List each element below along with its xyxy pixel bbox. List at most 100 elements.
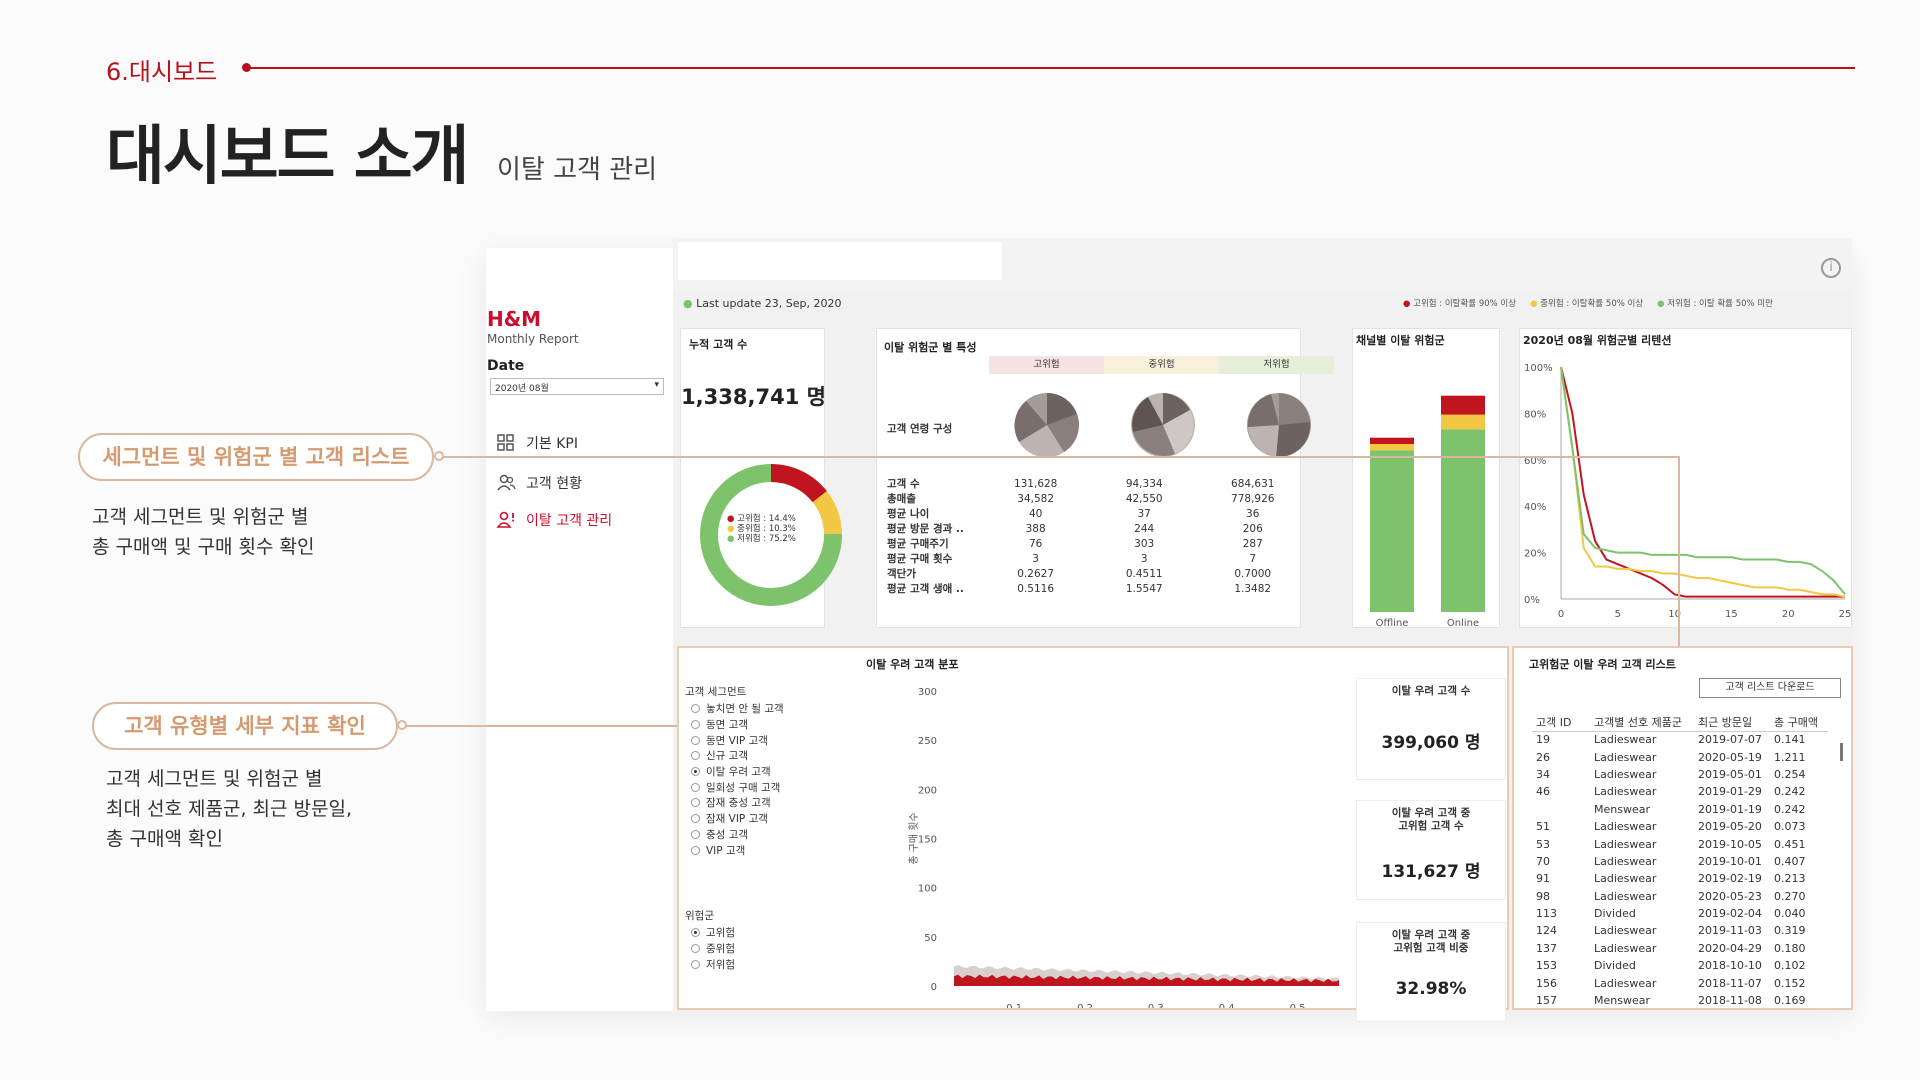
risk-features-card: 이탈 위험군 별 특성 고위험 중위험 저위험 고객 연령 구성 고객 수 131… (876, 328, 1334, 628)
table-cell: Menswear (1594, 994, 1650, 1008)
x-tick-label: 25 (1839, 609, 1852, 620)
table-cell: 2018-11-08 (1698, 994, 1762, 1008)
segment-radio[interactable]: 신규 고객 (691, 748, 784, 764)
table-cell: 2019-05-01 (1698, 767, 1762, 781)
radio-icon (691, 814, 700, 824)
table-row[interactable]: 53 Ladieswear 2019-10-05 0.451 (1532, 835, 1828, 852)
table-cell: 98 (1536, 889, 1550, 903)
risk-filter: 고위험 중위험 저위험 (691, 925, 735, 972)
risk-radio[interactable]: 중위험 (691, 941, 735, 957)
x-tick-label: 0 (1558, 609, 1564, 620)
feature-cell: 3 (1140, 552, 1148, 565)
table-cell: 46 (1536, 785, 1550, 799)
risk-radio[interactable]: 고위험 (691, 925, 735, 941)
feature-cell: 7 (1249, 552, 1257, 565)
y-tick-label: 250 (918, 736, 937, 747)
table-cell: 2018-11-07 (1698, 976, 1762, 990)
table-cell: Ladieswear (1594, 837, 1657, 851)
table-cell (1532, 801, 1590, 818)
table-row[interactable]: 113 Divided 2019-02-04 0.040 (1532, 905, 1828, 922)
segment-radio[interactable]: 충성 고객 (691, 827, 784, 843)
table-cell: 0.169 (1774, 994, 1806, 1008)
donut-label-high: 고위험 : 14.4% (737, 514, 796, 524)
table-row[interactable]: 124 Ladieswear 2019-11-03 0.319 (1532, 922, 1828, 939)
segment-radio[interactable]: 놓치면 안 될 고객 (691, 701, 784, 717)
table-row[interactable]: 153 Divided 2018-10-10 0.102 (1532, 957, 1828, 974)
table-cell: 2020-05-19 (1698, 750, 1762, 764)
radio-label: 저위험 (706, 958, 735, 971)
download-button[interactable]: 고객 리스트 다운로드 (1699, 678, 1841, 698)
table-row[interactable]: 34 Ladieswear 2019-05-01 0.254 (1532, 766, 1828, 783)
distribution-title: 이탈 우려 고객 분포 (866, 658, 959, 671)
nav-item-customer-status[interactable]: 고객 현황 (496, 473, 582, 493)
feature-cell: 3 (1032, 552, 1039, 565)
radio-icon (691, 798, 700, 808)
feature-row: 평균 구매주기 76 303 287 (887, 536, 1307, 551)
table-row[interactable]: 19 Ladieswear 2019-07-07 0.141 (1532, 731, 1828, 748)
date-select-value: 2020년 08월 (495, 384, 549, 394)
segment-radio[interactable]: VIP 고객 (691, 842, 784, 858)
table-cell: 113 (1536, 907, 1557, 921)
radio-icon (691, 767, 700, 777)
y-tick-label: 40% (1524, 502, 1546, 513)
radio-icon (691, 944, 700, 954)
legend-mid: ● 중위험 : 이탈확률 50% 이상 (1530, 299, 1644, 309)
table-cell: 0.242 (1774, 785, 1806, 799)
feature-row-label: 총매출 (887, 493, 916, 505)
bar-online-중위험 (1441, 414, 1485, 430)
table-row[interactable]: 26 Ladieswear 2020-05-19 1.211 (1532, 748, 1828, 765)
table-row[interactable]: 156 Ladieswear 2018-11-07 0.152 (1532, 974, 1828, 991)
customer-table-wrap[interactable]: 고객 ID 고객별 선호 제품군 최근 방문일 총 구매액 19 Ladieswear 20… (1532, 713, 1837, 1008)
customer-list-title: 고위험군 이탈 우려 고객 리스트 (1529, 658, 1676, 671)
feature-cell: 388 (1025, 522, 1046, 535)
nav-item-churn-management[interactable]: 이탈 고객 관리 (496, 510, 612, 530)
donut-slice-high (770, 464, 827, 503)
segment-radio[interactable]: 이탈 우려 고객 (691, 764, 784, 780)
nav-item-basic-kpi[interactable]: 기본 KPI (496, 433, 578, 453)
table-cell: Ladieswear (1594, 976, 1657, 990)
radio-label: 일회성 구매 고객 (706, 781, 781, 794)
info-icon[interactable]: i (1821, 258, 1841, 278)
date-select[interactable]: 2020년 08월 ▾ (490, 378, 664, 395)
table-cell: 0.180 (1774, 941, 1806, 955)
y-tick-label: 20% (1524, 549, 1546, 560)
table-cell: Ladieswear (1594, 941, 1657, 955)
channel-title: 채널별 이탈 위험군 (1356, 334, 1445, 347)
bar-online-저위험 (1441, 429, 1485, 612)
kpi-card: 이탈 우려 고객 중 고위험 고객 수 131,627 명 (1356, 800, 1506, 900)
y-axis-label: 총 구매 횟수 (908, 812, 920, 864)
table-row[interactable]: 137 Ladieswear 2020-04-29 0.180 (1532, 940, 1828, 957)
table-cell: Ladieswear (1594, 889, 1657, 903)
table-row[interactable]: 98 Ladieswear 2020-05-23 0.270 (1532, 888, 1828, 905)
table-row[interactable]: Menswear 2019-01-19 0.242 (1532, 801, 1828, 818)
brand-logo: H&M (487, 307, 542, 331)
donut-label-low: 저위험 : 75.2% (737, 534, 796, 544)
risk-legend: ● 고위험 : 이탈확률 90% 이상 ● 중위험 : 이탈확률 50% 이상 … (1403, 297, 1773, 309)
segment-radio[interactable]: 동면 고객 (691, 717, 784, 733)
segment-radio[interactable]: 잠재 VIP 고객 (691, 811, 784, 827)
kpi-value: 32.98% (1395, 979, 1467, 999)
radio-label: VIP 고객 (706, 844, 746, 857)
age-pie-mid (1131, 393, 1195, 457)
table-row[interactable]: 91 Ladieswear 2019-02-19 0.213 (1532, 870, 1828, 887)
table-row[interactable]: 70 Ladieswear 2019-10-01 0.407 (1532, 853, 1828, 870)
table-row[interactable]: 51 Ladieswear 2019-05-20 0.073 (1532, 818, 1828, 835)
table-cell: 2019-02-04 (1698, 907, 1762, 921)
x-tick-label: 10 (1668, 609, 1681, 620)
retention-line-중위험 (1560, 366, 1846, 598)
callout-desc-line: 총 구매액 확인 (106, 828, 223, 850)
risk-radio[interactable]: 저위험 (691, 956, 735, 972)
table-cell: 2019-01-29 (1698, 785, 1762, 799)
nav-label: 이탈 고객 관리 (526, 513, 613, 529)
segment-radio[interactable]: 일회성 구매 고객 (691, 779, 784, 795)
segment-radio[interactable]: 동면 VIP 고객 (691, 732, 784, 748)
table-cell: Ladieswear (1594, 820, 1657, 834)
callout-segment-list: 세그먼트 및 위험군 별 고객 리스트 (78, 433, 434, 481)
distribution-area-chart: 300 250 200 150 100 50 0 0.1 0.2 0.3 0.4 0.5 총 구매 횟수… (908, 687, 1339, 1008)
table-row[interactable]: 157 Menswear 2018-11-08 0.169 (1532, 992, 1828, 1008)
callout-desc-line: 최대 선호 제품군, 최근 방문일, (106, 798, 352, 820)
segment-radio[interactable]: 잠재 충성 고객 (691, 795, 784, 811)
callout-desc-1: 고객 세그먼트 및 위험군 별 총 구매액 및 구매 횟수 확인 (92, 502, 314, 562)
scrollbar-thumb[interactable] (1840, 743, 1843, 761)
table-row[interactable]: 46 Ladieswear 2019-01-29 0.242 (1532, 783, 1828, 800)
